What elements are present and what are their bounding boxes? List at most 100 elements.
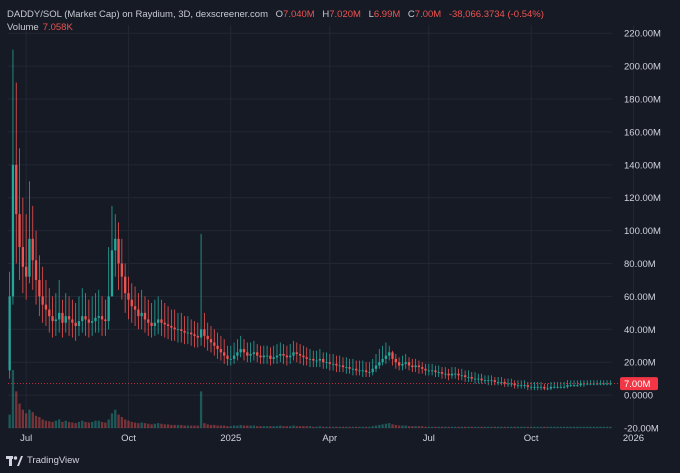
- y-tick-label: 80.00M: [624, 259, 656, 270]
- candles: [8, 49, 612, 391]
- y-tick-label: 120.00M: [624, 193, 661, 204]
- volume-bar: [285, 426, 289, 428]
- volume-bar: [559, 426, 562, 428]
- candle-body: [150, 322, 153, 327]
- candle-body: [368, 372, 371, 373]
- volume-bar: [411, 426, 414, 428]
- candle-body: [127, 293, 130, 300]
- volume-bar: [331, 426, 335, 428]
- volume-bar: [345, 426, 348, 428]
- volume-bar: [572, 426, 576, 428]
- candle-body: [391, 352, 394, 359]
- candle-body: [582, 383, 586, 385]
- candle-body: [28, 238, 31, 277]
- high-value: 7.020M: [329, 9, 361, 20]
- volume-bar: [302, 426, 305, 428]
- volume-bar: [193, 425, 196, 428]
- y-tick-label: 160.00M: [624, 127, 661, 138]
- candle-body: [298, 353, 302, 356]
- volume-bar: [364, 426, 368, 428]
- candle-body: [58, 312, 61, 320]
- candle-body: [430, 370, 434, 372]
- price-axis[interactable]: 220.00M 200.00M 180.00M 160.00M 140.00M 120.0…: [624, 29, 661, 435]
- candle-body: [506, 383, 510, 385]
- candle-body: [77, 321, 81, 327]
- volume-bar: [315, 426, 318, 428]
- volume-bar: [457, 426, 460, 428]
- candle-body: [265, 355, 269, 357]
- x-tick-label: Apr: [322, 433, 337, 444]
- volume-bar: [256, 426, 259, 428]
- candle-body: [203, 329, 206, 336]
- volume-bar: [41, 419, 44, 428]
- candle-body: [450, 373, 454, 376]
- candle-body: [289, 355, 292, 358]
- candle-body: [229, 358, 232, 360]
- candle-body: [523, 385, 526, 387]
- x-tick-label: Oct: [524, 433, 539, 444]
- volume-bar: [48, 421, 51, 428]
- candle-body: [275, 355, 279, 358]
- candle-body: [199, 329, 203, 338]
- x-tick-label: Jul: [423, 433, 435, 444]
- x-tick-label: 2026: [623, 433, 644, 444]
- legend-volume-row: Volume 7.058K: [7, 21, 544, 34]
- x-tick-label: 2025: [220, 433, 241, 444]
- volume-bar: [510, 426, 513, 428]
- volume-bar: [71, 422, 74, 428]
- volume-bar: [275, 426, 279, 428]
- volume-bar: [120, 417, 124, 428]
- candle-body: [236, 352, 239, 356]
- candle-body: [15, 164, 18, 215]
- candle-body: [526, 385, 529, 387]
- volume-bar: [450, 426, 454, 428]
- volume-bar: [391, 424, 394, 428]
- volume-bar: [536, 426, 539, 428]
- candle-body: [143, 312, 147, 320]
- volume-bar: [143, 423, 147, 428]
- volume-bar: [470, 426, 473, 428]
- candle-body: [246, 352, 249, 356]
- volume-bar: [582, 426, 586, 428]
- last-price-tag-box: [620, 377, 658, 391]
- volume-bar: [173, 424, 176, 428]
- time-axis[interactable]: JulOct2025AprJulOct2026Apr: [20, 433, 680, 444]
- candle-body: [533, 386, 536, 388]
- candle-body: [407, 362, 411, 366]
- candle-body: [331, 363, 335, 365]
- tradingview-logo[interactable]: TradingView: [6, 455, 79, 466]
- volume-bar: [467, 426, 470, 428]
- candle-body: [599, 383, 602, 385]
- candle-body: [549, 386, 553, 389]
- candle-body: [490, 380, 493, 382]
- candle-body: [104, 319, 107, 322]
- candle-body: [51, 316, 54, 322]
- candle-body: [609, 383, 612, 385]
- volume-bar: [437, 426, 440, 428]
- candle-body: [256, 352, 259, 356]
- candle-body: [559, 386, 562, 388]
- volume-bar: [269, 426, 272, 428]
- volume-bar: [84, 421, 87, 428]
- last-price-tag: 7.00M: [620, 377, 658, 391]
- volume-bar: [341, 426, 345, 428]
- volume-bar: [549, 426, 553, 428]
- candle-body: [493, 380, 496, 382]
- candle-body: [120, 263, 124, 277]
- candle-body: [100, 316, 104, 320]
- candle-body: [434, 370, 437, 373]
- candle-body: [107, 296, 110, 322]
- volume-bar: [91, 421, 94, 428]
- volume-bar: [107, 419, 110, 428]
- volume-bar: [150, 424, 153, 428]
- volume-bar: [203, 423, 206, 428]
- candle-body: [166, 324, 170, 327]
- volume-bar: [328, 426, 331, 428]
- candle-body: [285, 355, 289, 358]
- tradingview-logo-icon: [6, 455, 23, 466]
- candle-body: [414, 365, 417, 368]
- volume-bar: [480, 426, 483, 428]
- volume-bar: [282, 426, 285, 428]
- candle-body: [180, 329, 183, 331]
